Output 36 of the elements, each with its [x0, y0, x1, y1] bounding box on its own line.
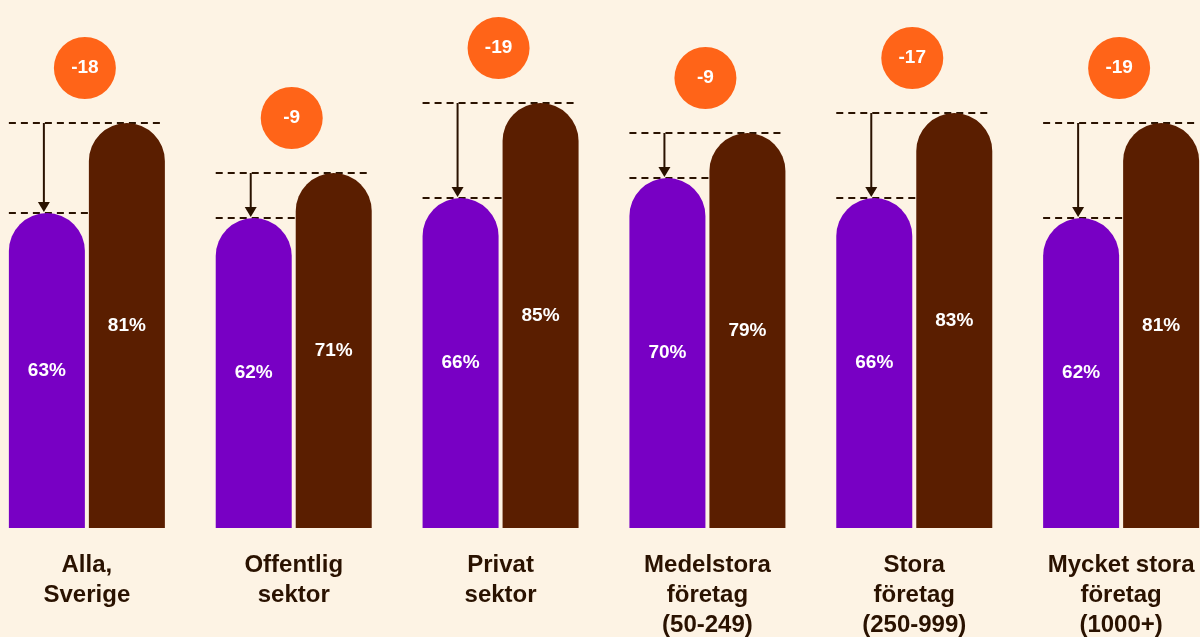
data-label: 79%: [728, 318, 767, 340]
text: -19: [1105, 56, 1133, 78]
data-label: 62%: [234, 361, 273, 383]
data-label: 63%: [27, 358, 66, 380]
data-label: 83%: [935, 308, 974, 330]
text: -18: [71, 56, 99, 78]
x-tick-label: Medelstora företag (50-249): [644, 550, 772, 637]
bar: [709, 133, 786, 528]
data-label: 66%: [441, 351, 480, 373]
text: -17: [898, 46, 927, 68]
data-label: 85%: [521, 303, 560, 325]
annotation: -9: [283, 106, 301, 128]
bar: [502, 103, 579, 528]
data-label: 81%: [1142, 313, 1181, 335]
bar: [629, 178, 706, 528]
bar: [215, 218, 292, 528]
bar: [1123, 123, 1200, 528]
x-tick-label: Alla, Sverige: [43, 550, 131, 607]
data-label: 70%: [648, 341, 687, 363]
bar: [422, 198, 499, 528]
bar: [88, 123, 165, 528]
data-label: 71%: [314, 338, 353, 360]
bar: [295, 173, 372, 528]
data-label: 81%: [107, 313, 146, 335]
x-tick-label: Privat sektor: [464, 550, 537, 607]
text: -19: [484, 36, 513, 58]
bar: [916, 113, 993, 528]
bar: [836, 198, 913, 528]
text: -9: [696, 66, 714, 88]
bar: [1043, 218, 1120, 528]
x-tick-label: Stora företag (250-999): [862, 550, 967, 637]
x-tick-label: Mycket stora företag (1000+): [1047, 550, 1196, 637]
x-tick-label: Offentlig sektor: [244, 550, 344, 607]
data-label: 66%: [855, 351, 894, 373]
bar: [8, 213, 85, 528]
data-label: 62%: [1062, 361, 1101, 383]
